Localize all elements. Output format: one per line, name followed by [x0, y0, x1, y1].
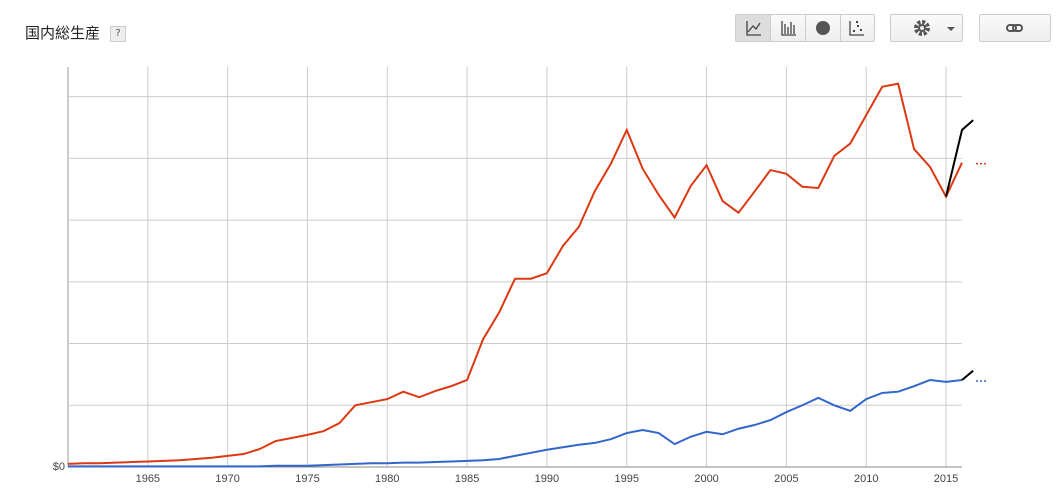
- scatter-button[interactable]: [849, 21, 864, 36]
- x-tick-label: 2005: [774, 473, 798, 485]
- series-line: [67, 82, 963, 465]
- x-tick-label: 1995: [615, 473, 639, 485]
- series-line: [68, 378, 963, 468]
- settings-icon: [914, 20, 955, 36]
- x-tick-label: 1965: [136, 473, 160, 485]
- chart-title: 国内総生産: [25, 24, 101, 42]
- map-button[interactable]: [816, 21, 830, 35]
- x-tick-label: 2000: [694, 473, 718, 485]
- help-button[interactable]: ?: [110, 26, 126, 42]
- x-tick-label: 1985: [455, 473, 479, 485]
- chart-type-icons: [736, 15, 864, 41]
- x-tick-label: 1970: [215, 473, 239, 485]
- y-tick-label: $0: [53, 461, 65, 473]
- x-tick-label: 1980: [375, 473, 399, 485]
- line-chart-button[interactable]: [736, 15, 770, 41]
- x-tick-label: 2015: [934, 473, 958, 485]
- projection-line: [961, 369, 974, 381]
- x-tick-label: 1975: [295, 473, 319, 485]
- line-icon: [746, 21, 761, 36]
- bar-chart-button[interactable]: [781, 21, 796, 36]
- link-icon: [1006, 24, 1023, 32]
- x-tick-label: 2010: [854, 473, 878, 485]
- projection-line: [945, 119, 974, 197]
- settings-button[interactable]: [890, 14, 963, 42]
- chart-type-toolbar: [735, 14, 875, 42]
- x-tick-label: 1990: [535, 473, 559, 485]
- link-button[interactable]: [979, 14, 1051, 42]
